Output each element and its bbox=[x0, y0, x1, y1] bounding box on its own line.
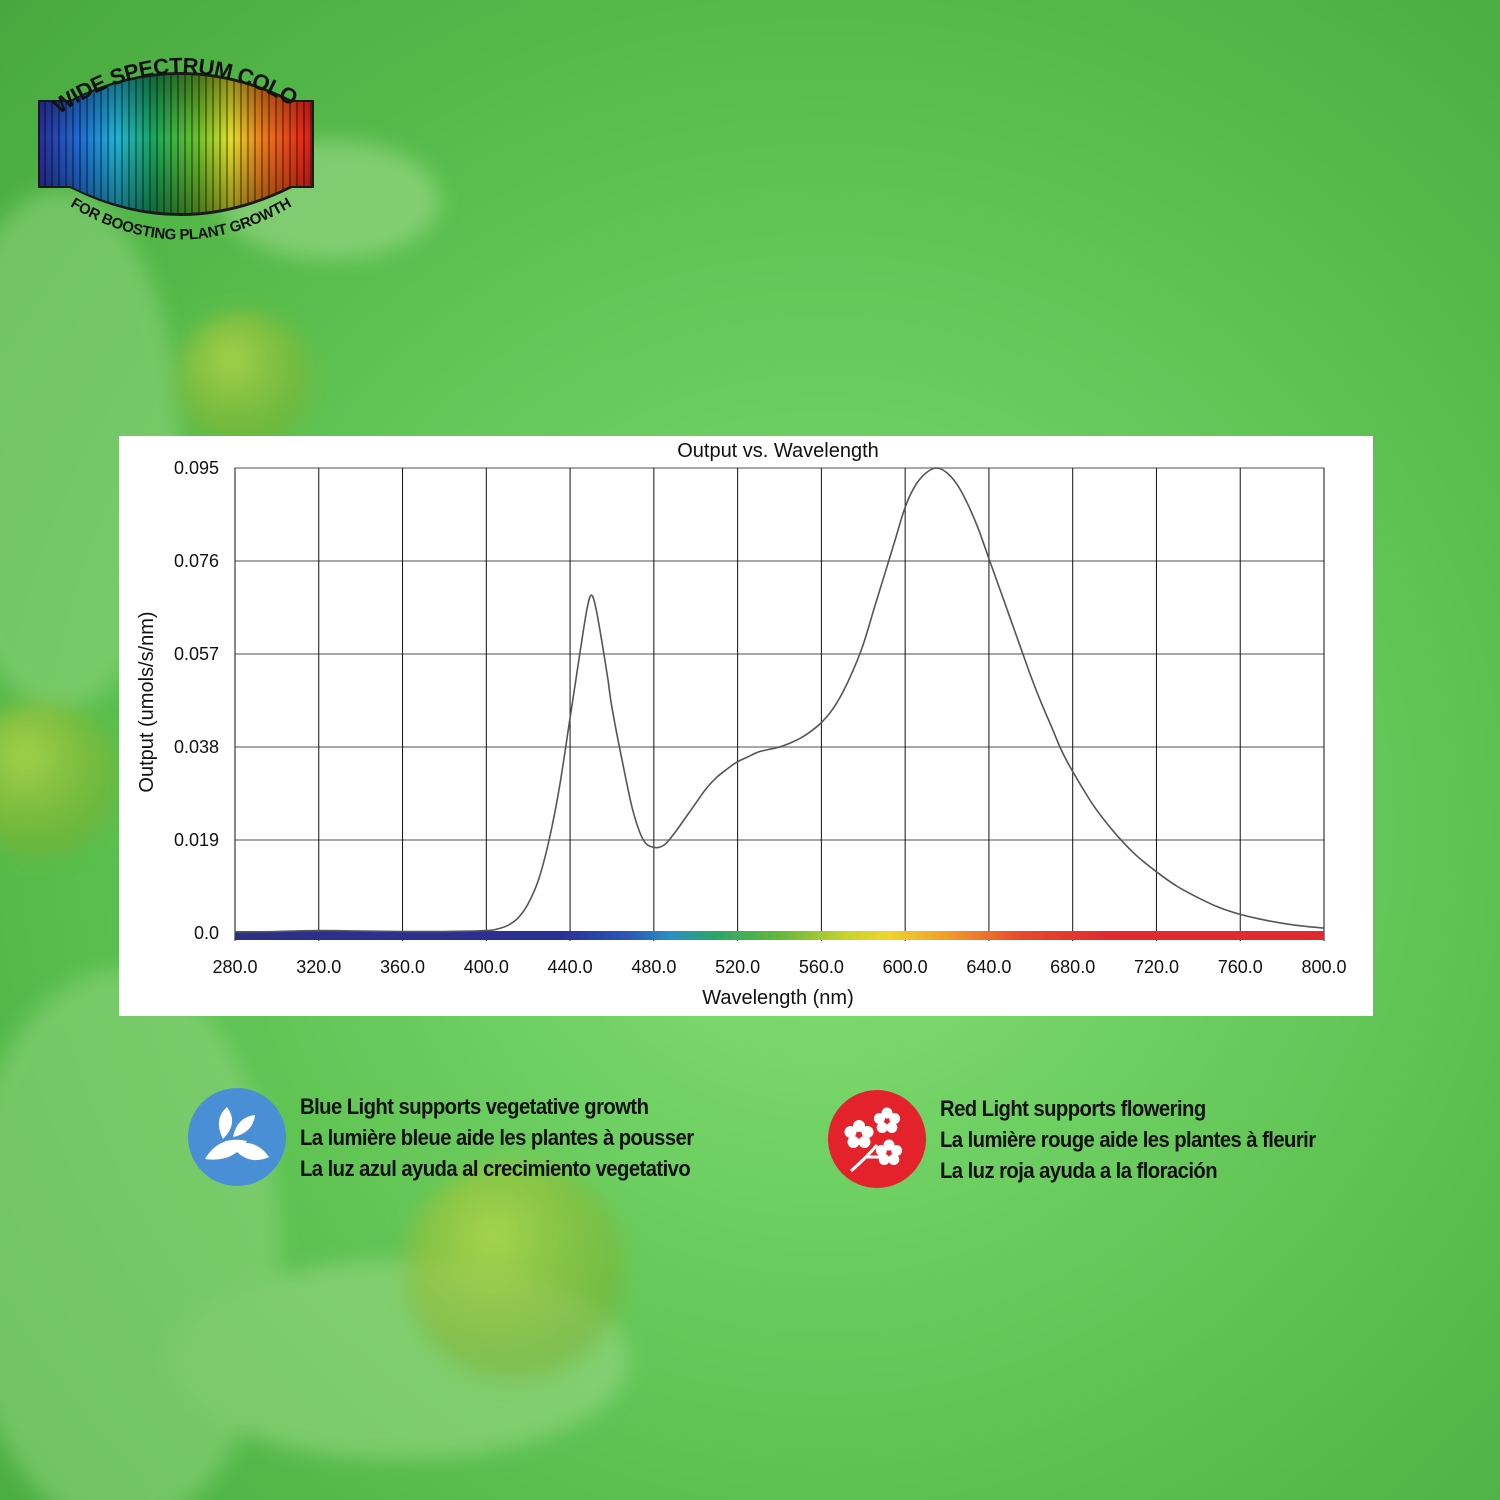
x-tick-label: 560.0 bbox=[799, 957, 844, 977]
chart-panel: Output vs. Wavelength 0.0 0.019 0.038 0.057… bbox=[119, 436, 1373, 1016]
red-light-info: Red Light supports flowering La lumière … bbox=[828, 1090, 1348, 1188]
red-light-badge bbox=[828, 1090, 926, 1188]
x-axis-label: Wavelength (nm) bbox=[702, 987, 854, 1009]
red-info-line-es: La luz roja ayuda a la floración bbox=[940, 1157, 1218, 1183]
red-info-line-fr: La lumière rouge aide les plantes à fleu… bbox=[940, 1126, 1316, 1152]
flower-icon bbox=[844, 1107, 903, 1173]
y-tick-label: 0.0 bbox=[194, 923, 219, 943]
y-tick-label: 0.095 bbox=[174, 458, 219, 478]
chart-grid bbox=[234, 467, 1325, 941]
y-tick-label: 0.038 bbox=[174, 737, 219, 757]
x-axis-ticks: 280.0 320.0 360.0 400.0 440.0 480.0 520.0 560.0… bbox=[212, 957, 1346, 977]
x-tick-label: 440.0 bbox=[548, 957, 593, 977]
x-tick-label: 520.0 bbox=[715, 957, 760, 977]
x-tick-label: 360.0 bbox=[380, 957, 425, 977]
spectrum-logo-icon: WIDE SPECTRUM COLOR FOR BOOSTING PLANT G… bbox=[22, 8, 314, 244]
blue-info-line-fr: La lumière bleue aide les plantes à pous… bbox=[300, 1124, 694, 1150]
output-series-line bbox=[234, 467, 1325, 933]
blue-light-info: Blue Light supports vegetative growth La… bbox=[188, 1088, 728, 1186]
x-tick-label: 640.0 bbox=[966, 957, 1011, 977]
x-tick-label: 600.0 bbox=[883, 957, 928, 977]
leaf-icon bbox=[205, 1107, 269, 1161]
wide-spectrum-badge: WIDE SPECTRUM COLOR FOR BOOSTING PLANT G… bbox=[22, 8, 330, 258]
x-tick-label: 320.0 bbox=[296, 957, 341, 977]
plot-area bbox=[234, 467, 1325, 934]
blue-light-badge bbox=[188, 1088, 286, 1186]
y-tick-label: 0.019 bbox=[174, 830, 219, 850]
blue-info-line-es: La luz azul ayuda al crecimiento vegetat… bbox=[300, 1155, 691, 1181]
output-vs-wavelength-chart: Output vs. Wavelength 0.0 0.019 0.038 0.057… bbox=[136, 440, 1347, 1009]
y-axis-ticks: 0.0 0.019 0.038 0.057 0.076 0.095 bbox=[174, 458, 219, 943]
y-tick-label: 0.057 bbox=[174, 644, 219, 664]
x-tick-label: 720.0 bbox=[1134, 957, 1179, 977]
x-tick-label: 800.0 bbox=[1301, 957, 1346, 977]
spectrum-color-bar bbox=[235, 931, 1324, 940]
x-tick-label: 400.0 bbox=[464, 957, 509, 977]
y-tick-label: 0.076 bbox=[174, 551, 219, 571]
x-tick-label: 760.0 bbox=[1218, 957, 1263, 977]
chart-title: Output vs. Wavelength bbox=[677, 440, 879, 462]
x-tick-label: 280.0 bbox=[212, 957, 257, 977]
y-axis-label: Output (umols/s/nm) bbox=[136, 611, 158, 792]
blue-info-line-en: Blue Light supports vegetative growth bbox=[300, 1093, 649, 1119]
red-info-line-en: Red Light supports flowering bbox=[940, 1095, 1206, 1121]
x-tick-label: 680.0 bbox=[1050, 957, 1095, 977]
x-tick-label: 480.0 bbox=[631, 957, 676, 977]
